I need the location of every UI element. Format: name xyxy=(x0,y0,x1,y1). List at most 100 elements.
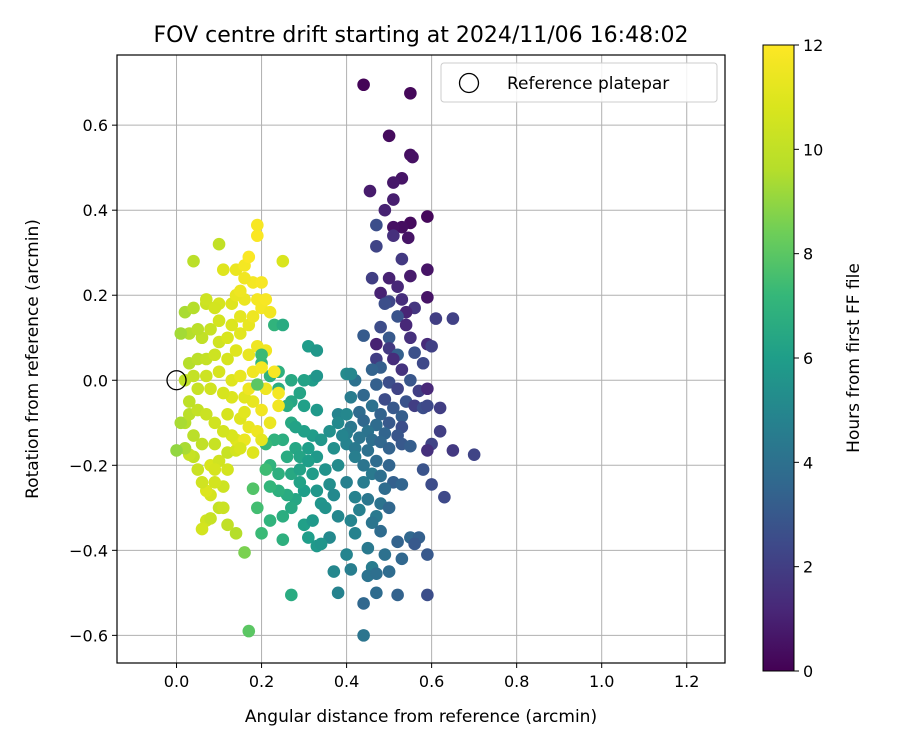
data-point xyxy=(216,386,230,400)
data-point xyxy=(302,441,315,455)
data-point xyxy=(187,369,200,383)
data-point xyxy=(208,437,222,451)
data-point xyxy=(421,382,434,396)
data-point xyxy=(421,444,434,457)
data-point xyxy=(391,310,404,323)
data-point xyxy=(382,565,396,578)
data-point xyxy=(306,514,319,527)
data-point xyxy=(234,284,247,298)
data-point xyxy=(387,229,400,242)
data-point xyxy=(391,280,404,294)
data-point xyxy=(191,463,205,476)
data-point xyxy=(238,271,251,285)
data-point xyxy=(404,269,417,283)
data-point xyxy=(382,416,396,430)
data-point xyxy=(208,348,222,362)
data-point xyxy=(395,293,409,306)
data-point xyxy=(323,478,336,491)
data-point xyxy=(242,250,256,264)
data-point xyxy=(319,501,332,515)
data-point xyxy=(280,450,294,464)
data-point xyxy=(357,476,370,489)
data-point xyxy=(191,382,205,396)
data-point xyxy=(212,237,226,251)
y-tick-label: −0.6 xyxy=(69,626,108,645)
data-point xyxy=(425,339,438,353)
data-point xyxy=(208,476,222,489)
data-point xyxy=(208,463,222,476)
data-point xyxy=(310,403,324,417)
chart-title: FOV centre drift starting at 2024/11/06 … xyxy=(154,23,689,48)
x-tick-label: 1.0 xyxy=(589,672,614,691)
data-point xyxy=(293,386,307,400)
data-point xyxy=(263,514,277,527)
data-point xyxy=(319,463,332,476)
colorbar-tick-label: 12 xyxy=(803,36,823,55)
colorbar-tick-label: 8 xyxy=(803,245,813,264)
data-point xyxy=(382,441,396,455)
data-point xyxy=(348,450,362,464)
data-point xyxy=(331,458,345,472)
data-points xyxy=(170,78,481,642)
data-point xyxy=(378,297,392,311)
y-tick-label: 0.0 xyxy=(83,371,108,390)
data-point xyxy=(421,291,434,304)
data-point xyxy=(378,393,392,406)
data-point xyxy=(387,193,400,206)
data-point xyxy=(255,527,268,540)
data-point xyxy=(370,454,383,468)
data-point xyxy=(268,365,281,379)
data-point xyxy=(357,388,370,402)
data-point xyxy=(187,254,200,268)
data-point xyxy=(221,518,234,532)
data-point xyxy=(378,482,392,495)
data-point xyxy=(187,429,200,442)
data-point xyxy=(395,478,409,491)
data-point xyxy=(408,346,421,359)
data-point xyxy=(302,531,315,544)
data-point xyxy=(310,344,324,357)
data-point xyxy=(255,276,268,289)
x-ticks: 0.0 0.2 0.4 0.6 0.8 1.0 1.2 xyxy=(164,663,699,691)
data-point xyxy=(421,210,434,223)
data-point xyxy=(293,476,307,489)
data-point xyxy=(255,433,268,447)
data-point xyxy=(433,401,447,415)
colorbar-label: Hours from first FF file xyxy=(844,263,864,453)
data-point xyxy=(357,458,370,472)
data-point xyxy=(425,478,438,491)
data-point xyxy=(382,271,396,285)
data-point xyxy=(370,240,383,253)
data-point xyxy=(340,407,353,421)
data-point xyxy=(340,476,353,489)
y-tick-label: −0.2 xyxy=(69,456,108,475)
data-point xyxy=(327,441,341,455)
data-point xyxy=(327,488,341,502)
data-point xyxy=(331,416,345,430)
data-point xyxy=(416,463,430,476)
data-point xyxy=(263,480,277,493)
data-point xyxy=(285,501,298,515)
data-point xyxy=(382,331,396,345)
data-point xyxy=(276,533,290,546)
data-point xyxy=(391,535,404,549)
colorbar-tick-label: 10 xyxy=(803,140,823,159)
data-point xyxy=(285,588,298,602)
data-point xyxy=(246,446,260,459)
data-point xyxy=(370,218,383,232)
data-point xyxy=(370,586,383,600)
data-point xyxy=(344,390,358,404)
data-point xyxy=(204,322,217,336)
data-point xyxy=(395,552,409,566)
data-point xyxy=(234,369,247,383)
data-point xyxy=(174,327,188,340)
data-point xyxy=(285,373,298,387)
data-point xyxy=(212,314,226,328)
data-point xyxy=(272,386,285,400)
data-point xyxy=(336,429,349,442)
data-point xyxy=(348,527,362,540)
data-point xyxy=(363,184,377,198)
data-point xyxy=(327,565,341,578)
y-tick-label: 0.4 xyxy=(83,201,108,220)
data-point xyxy=(374,286,387,300)
